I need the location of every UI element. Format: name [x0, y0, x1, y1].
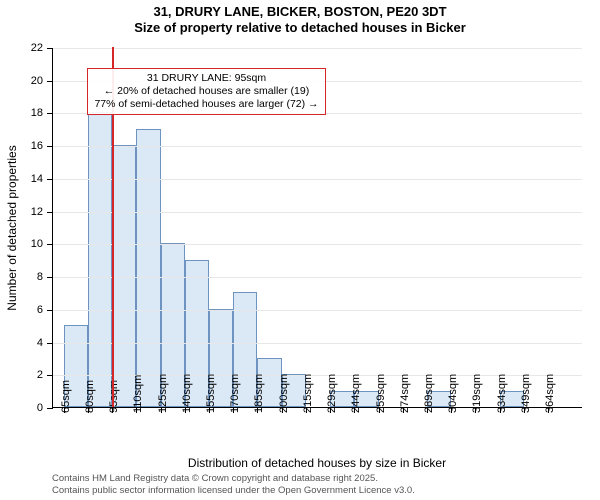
y-tick [47, 310, 53, 311]
title-line-1: 31, DRURY LANE, BICKER, BOSTON, PE20 3DT [0, 4, 600, 20]
x-tick-label: 274sqm [399, 374, 411, 413]
x-tick-label: 125sqm [157, 374, 169, 413]
x-tick-label: 319sqm [471, 374, 483, 413]
y-tick [47, 408, 53, 409]
y-tick [47, 113, 53, 114]
y-tick-label: 18 [31, 107, 43, 119]
gridline [53, 343, 582, 344]
x-tick-label: 80sqm [84, 380, 96, 413]
annotation-line: 31 DRURY LANE: 95sqm [94, 72, 318, 85]
y-tick-label: 12 [31, 206, 43, 218]
y-tick [47, 244, 53, 245]
y-axis-label: Number of detached properties [5, 145, 19, 310]
x-tick-label: 289sqm [423, 374, 435, 413]
gridline [53, 310, 582, 311]
y-tick [47, 179, 53, 180]
x-tick-label: 334sqm [496, 374, 508, 413]
y-tick-label: 22 [31, 42, 43, 54]
chart-area: 024681012141618202265sqm80sqm95sqm110sqm… [52, 48, 582, 408]
histogram-bar [88, 112, 112, 407]
y-tick-label: 10 [31, 238, 43, 250]
y-tick [47, 81, 53, 82]
histogram-bar [136, 129, 160, 407]
y-tick [47, 48, 53, 49]
plot: 024681012141618202265sqm80sqm95sqm110sqm… [52, 48, 582, 408]
footer-line-1: Contains HM Land Registry data © Crown c… [52, 473, 415, 484]
x-tick-label: 140sqm [181, 374, 193, 413]
gridline [53, 212, 582, 213]
annotation-line: ← 20% of detached houses are smaller (19… [94, 85, 318, 98]
annotation-box: 31 DRURY LANE: 95sqm← 20% of detached ho… [87, 68, 325, 115]
y-tick-label: 4 [37, 337, 43, 349]
title-block: 31, DRURY LANE, BICKER, BOSTON, PE20 3DT… [0, 0, 600, 37]
x-tick-label: 185sqm [253, 374, 265, 413]
y-tick-label: 20 [31, 75, 43, 87]
x-axis-label: Distribution of detached houses by size … [188, 456, 446, 470]
gridline [53, 244, 582, 245]
x-tick-label: 155sqm [205, 374, 217, 413]
x-tick-label: 95sqm [108, 380, 120, 413]
footer: Contains HM Land Registry data © Crown c… [52, 473, 415, 496]
y-tick-label: 2 [37, 369, 43, 381]
gridline [53, 179, 582, 180]
y-tick [47, 212, 53, 213]
y-tick-label: 0 [37, 402, 43, 414]
x-tick-label: 259sqm [375, 374, 387, 413]
x-tick-label: 229sqm [326, 374, 338, 413]
x-tick-label: 200sqm [278, 374, 290, 413]
x-tick-label: 304sqm [447, 374, 459, 413]
x-tick-label: 170sqm [229, 374, 241, 413]
y-tick-label: 6 [37, 304, 43, 316]
y-tick [47, 146, 53, 147]
title-line-2: Size of property relative to detached ho… [0, 20, 600, 36]
x-tick-label: 244sqm [350, 374, 362, 413]
chart-container: 31, DRURY LANE, BICKER, BOSTON, PE20 3DT… [0, 0, 600, 500]
x-tick-label: 364sqm [544, 374, 556, 413]
y-tick [47, 375, 53, 376]
gridline [53, 277, 582, 278]
gridline [53, 48, 582, 49]
y-tick-label: 16 [31, 140, 43, 152]
x-tick-label: 349sqm [520, 374, 532, 413]
gridline [53, 146, 582, 147]
y-tick-label: 14 [31, 173, 43, 185]
footer-line-2: Contains public sector information licen… [52, 485, 415, 496]
y-tick [47, 343, 53, 344]
x-tick-label: 110sqm [132, 375, 144, 413]
x-tick-label: 215sqm [302, 374, 314, 413]
y-tick-label: 8 [37, 271, 43, 283]
x-tick-label: 65sqm [60, 380, 72, 413]
y-tick [47, 277, 53, 278]
annotation-line: 77% of semi-detached houses are larger (… [94, 98, 318, 111]
